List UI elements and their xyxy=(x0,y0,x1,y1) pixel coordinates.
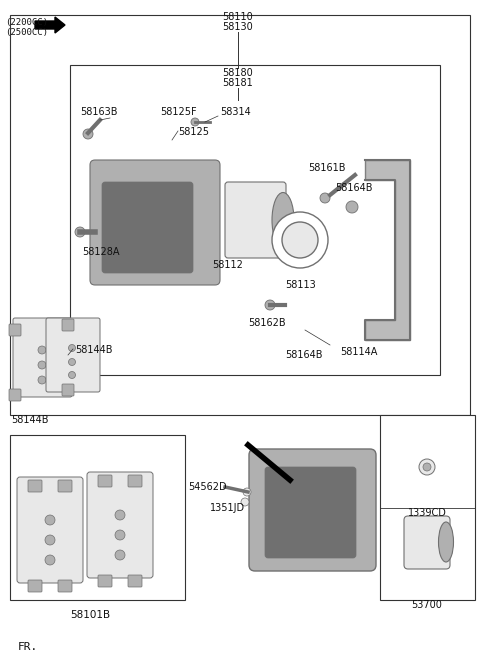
FancyBboxPatch shape xyxy=(62,384,74,396)
FancyBboxPatch shape xyxy=(102,182,193,273)
Text: 58110: 58110 xyxy=(223,12,253,22)
Text: 53700: 53700 xyxy=(411,600,443,610)
Text: 58114A: 58114A xyxy=(340,347,377,357)
Text: 58314: 58314 xyxy=(220,107,251,117)
Text: 1339CD: 1339CD xyxy=(408,508,446,518)
FancyBboxPatch shape xyxy=(225,182,286,258)
Circle shape xyxy=(243,488,251,496)
Text: 58101B: 58101B xyxy=(70,610,110,620)
Text: 58125: 58125 xyxy=(178,127,209,137)
Text: 58163B: 58163B xyxy=(80,107,118,117)
Text: FR.: FR. xyxy=(18,642,38,652)
Circle shape xyxy=(38,346,46,354)
Text: 58130: 58130 xyxy=(223,22,253,32)
FancyBboxPatch shape xyxy=(28,580,42,592)
Circle shape xyxy=(115,510,125,520)
Circle shape xyxy=(419,459,435,475)
Circle shape xyxy=(265,300,275,310)
FancyBboxPatch shape xyxy=(128,475,142,487)
FancyBboxPatch shape xyxy=(62,319,74,331)
Bar xyxy=(10,435,185,600)
FancyBboxPatch shape xyxy=(46,318,100,392)
Circle shape xyxy=(346,201,358,213)
Circle shape xyxy=(38,361,46,369)
Text: 58125F: 58125F xyxy=(160,107,197,117)
Circle shape xyxy=(69,344,75,351)
Ellipse shape xyxy=(439,522,454,562)
FancyBboxPatch shape xyxy=(98,475,112,487)
Circle shape xyxy=(38,376,46,384)
Circle shape xyxy=(45,555,55,565)
Ellipse shape xyxy=(272,193,294,248)
Circle shape xyxy=(282,222,318,258)
FancyBboxPatch shape xyxy=(404,516,450,569)
Circle shape xyxy=(115,550,125,560)
FancyBboxPatch shape xyxy=(265,467,356,558)
Circle shape xyxy=(75,227,85,237)
Text: 58164B: 58164B xyxy=(335,183,372,193)
FancyBboxPatch shape xyxy=(90,160,220,285)
Bar xyxy=(10,15,470,415)
FancyBboxPatch shape xyxy=(9,324,21,336)
Circle shape xyxy=(191,118,199,126)
Text: 58144B: 58144B xyxy=(11,415,49,425)
Text: 58161B: 58161B xyxy=(308,163,346,173)
FancyBboxPatch shape xyxy=(17,477,83,583)
FancyBboxPatch shape xyxy=(98,575,112,587)
Text: 58128A: 58128A xyxy=(82,247,120,257)
Polygon shape xyxy=(365,160,410,340)
Circle shape xyxy=(83,129,93,139)
Circle shape xyxy=(241,498,249,506)
FancyBboxPatch shape xyxy=(58,480,72,492)
Circle shape xyxy=(69,359,75,365)
Text: 1351JD: 1351JD xyxy=(210,503,245,513)
Text: 58162B: 58162B xyxy=(248,318,286,328)
Bar xyxy=(70,65,440,375)
Circle shape xyxy=(115,530,125,540)
Circle shape xyxy=(69,371,75,378)
Text: (2200CC)
(2500CC): (2200CC) (2500CC) xyxy=(5,18,48,37)
FancyBboxPatch shape xyxy=(58,580,72,592)
Circle shape xyxy=(272,212,328,268)
FancyBboxPatch shape xyxy=(9,389,21,401)
Circle shape xyxy=(423,463,431,471)
FancyBboxPatch shape xyxy=(249,449,376,571)
FancyBboxPatch shape xyxy=(128,575,142,587)
Bar xyxy=(380,415,475,600)
Text: 54562D: 54562D xyxy=(188,482,227,492)
Text: 58112: 58112 xyxy=(213,260,243,270)
Text: 58144B: 58144B xyxy=(75,345,112,355)
Circle shape xyxy=(45,515,55,525)
Circle shape xyxy=(45,535,55,545)
Text: 58180: 58180 xyxy=(223,68,253,78)
Text: 58113: 58113 xyxy=(285,280,316,290)
FancyBboxPatch shape xyxy=(87,472,153,578)
Text: 58164B: 58164B xyxy=(285,350,323,360)
FancyBboxPatch shape xyxy=(13,318,72,397)
Circle shape xyxy=(320,193,330,203)
FancyBboxPatch shape xyxy=(28,480,42,492)
Polygon shape xyxy=(35,17,65,33)
Text: 58181: 58181 xyxy=(223,78,253,88)
